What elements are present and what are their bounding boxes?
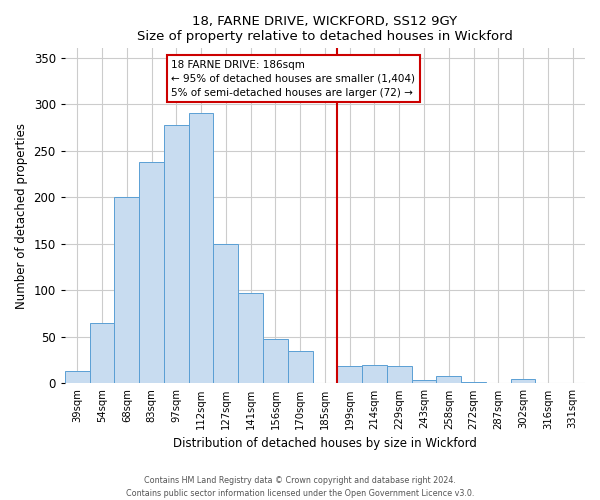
Bar xyxy=(89,323,115,384)
Bar xyxy=(436,376,461,384)
Bar xyxy=(288,351,313,384)
Y-axis label: Number of detached properties: Number of detached properties xyxy=(15,123,28,309)
Bar xyxy=(214,244,238,384)
Bar xyxy=(387,366,412,384)
Text: 18 FARNE DRIVE: 186sqm
← 95% of detached houses are smaller (1,404)
5% of semi-d: 18 FARNE DRIVE: 186sqm ← 95% of detached… xyxy=(172,60,415,98)
Bar xyxy=(263,339,288,384)
Bar xyxy=(337,366,362,384)
Text: Contains HM Land Registry data © Crown copyright and database right 2024.
Contai: Contains HM Land Registry data © Crown c… xyxy=(126,476,474,498)
Bar xyxy=(238,293,263,384)
Bar xyxy=(362,365,387,384)
Bar xyxy=(164,124,188,384)
X-axis label: Distribution of detached houses by size in Wickford: Distribution of detached houses by size … xyxy=(173,437,477,450)
Title: 18, FARNE DRIVE, WICKFORD, SS12 9GY
Size of property relative to detached houses: 18, FARNE DRIVE, WICKFORD, SS12 9GY Size… xyxy=(137,15,513,43)
Bar xyxy=(412,380,436,384)
Bar xyxy=(511,379,535,384)
Bar xyxy=(188,114,214,384)
Bar xyxy=(65,372,89,384)
Bar xyxy=(461,382,486,384)
Bar xyxy=(139,162,164,384)
Bar xyxy=(115,198,139,384)
